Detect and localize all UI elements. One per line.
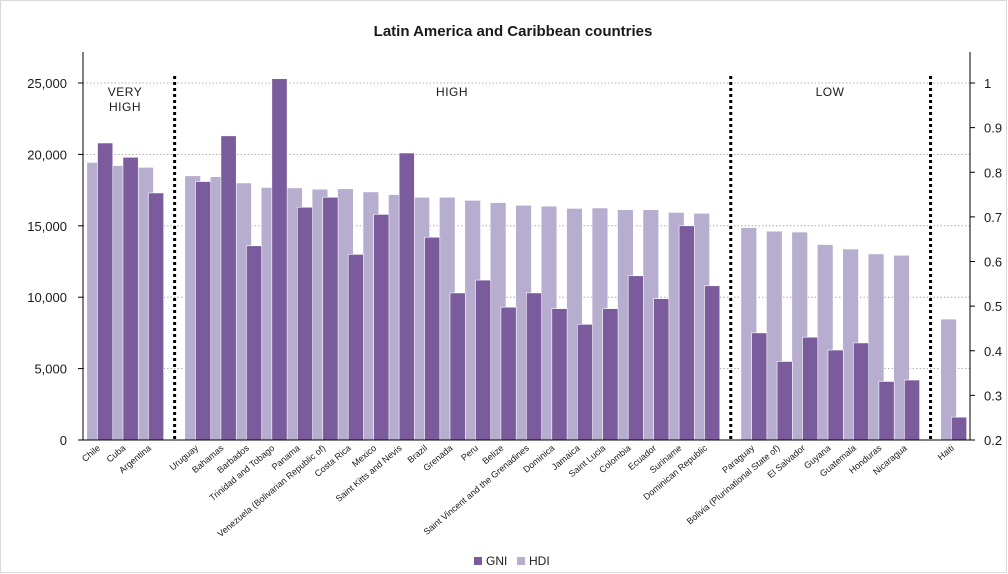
gni-bar: [827, 349, 844, 441]
gni-bar: [500, 306, 517, 441]
group-label: HIGH: [436, 85, 468, 99]
gni-bar: [751, 332, 768, 441]
gni-bar: [526, 292, 542, 441]
gni-bar: [424, 236, 441, 441]
gni-bar: [97, 142, 114, 441]
right-tick-label: 1: [984, 76, 991, 91]
gni-bar: [322, 196, 339, 441]
category-label: Haiti: [936, 443, 956, 462]
gni-bars: [97, 78, 967, 441]
right-tick-label: 0.3: [984, 388, 1002, 403]
gni-bar: [449, 292, 466, 441]
left-tick-label: 10,000: [27, 290, 67, 305]
legend-label-gni: GNI: [486, 554, 507, 568]
gni-bar: [347, 254, 364, 441]
left-tick-label: 5,000: [34, 362, 67, 377]
gni-bar: [297, 206, 313, 441]
right-tick-label: 0.5: [984, 299, 1002, 314]
left-tick-label: 25,000: [27, 76, 67, 91]
chart-title: Latin America and Caribbean countries: [374, 23, 653, 40]
gni-bar: [246, 245, 262, 441]
gni-bar: [878, 381, 895, 441]
right-tick-label: 0.2: [984, 433, 1002, 448]
group-label: HIGH: [109, 100, 141, 114]
legend-label-hdi: HDI: [529, 554, 550, 568]
gni-bar: [373, 214, 390, 441]
group-label: LOW: [816, 85, 845, 99]
left-axis-ticks: 0 5,000 10,000 15,000 20,000 25,000: [27, 76, 83, 448]
gni-bar: [602, 308, 619, 441]
left-tick-label: 20,000: [27, 147, 67, 162]
gni-bar: [678, 225, 695, 441]
gni-bar: [653, 298, 670, 441]
right-tick-label: 0.9: [984, 121, 1002, 136]
left-tick-label: 0: [60, 433, 67, 448]
left-tick-label: 15,000: [27, 219, 67, 234]
gni-bar: [148, 192, 164, 441]
right-tick-label: 0.7: [984, 210, 1002, 225]
gni-bar: [576, 324, 593, 441]
gni-bar: [551, 308, 568, 441]
gni-bar: [776, 361, 793, 441]
category-label: Chile: [80, 443, 102, 464]
gni-bar: [475, 279, 492, 441]
gni-bar: [704, 285, 721, 441]
gni-bar: [951, 416, 967, 441]
group-separators: [173, 76, 933, 440]
gni-bar: [802, 336, 819, 441]
right-tick-label: 0.8: [984, 165, 1002, 180]
gni-bar: [627, 275, 644, 441]
axes: [82, 52, 971, 441]
right-axis-ticks: 0.2 0.3 0.4 0.5 0.6 0.7 0.8 0.9 1: [970, 76, 1002, 448]
gni-bar: [398, 152, 415, 441]
legend-swatch-gni: [474, 557, 482, 565]
gni-bar: [195, 181, 212, 441]
gni-bar: [904, 379, 920, 441]
right-tick-label: 0.6: [984, 255, 1002, 270]
category-label: Peru: [459, 443, 480, 463]
gni-bar: [853, 342, 870, 441]
hdi-bars: [86, 162, 957, 441]
legend: GNI HDI: [474, 554, 550, 568]
group-label: VERY: [108, 85, 142, 99]
gni-bar: [122, 156, 139, 441]
gni-bar: [271, 78, 288, 441]
right-tick-label: 0.4: [984, 344, 1002, 359]
gni-bar: [220, 135, 237, 441]
legend-swatch-hdi: [517, 557, 525, 565]
